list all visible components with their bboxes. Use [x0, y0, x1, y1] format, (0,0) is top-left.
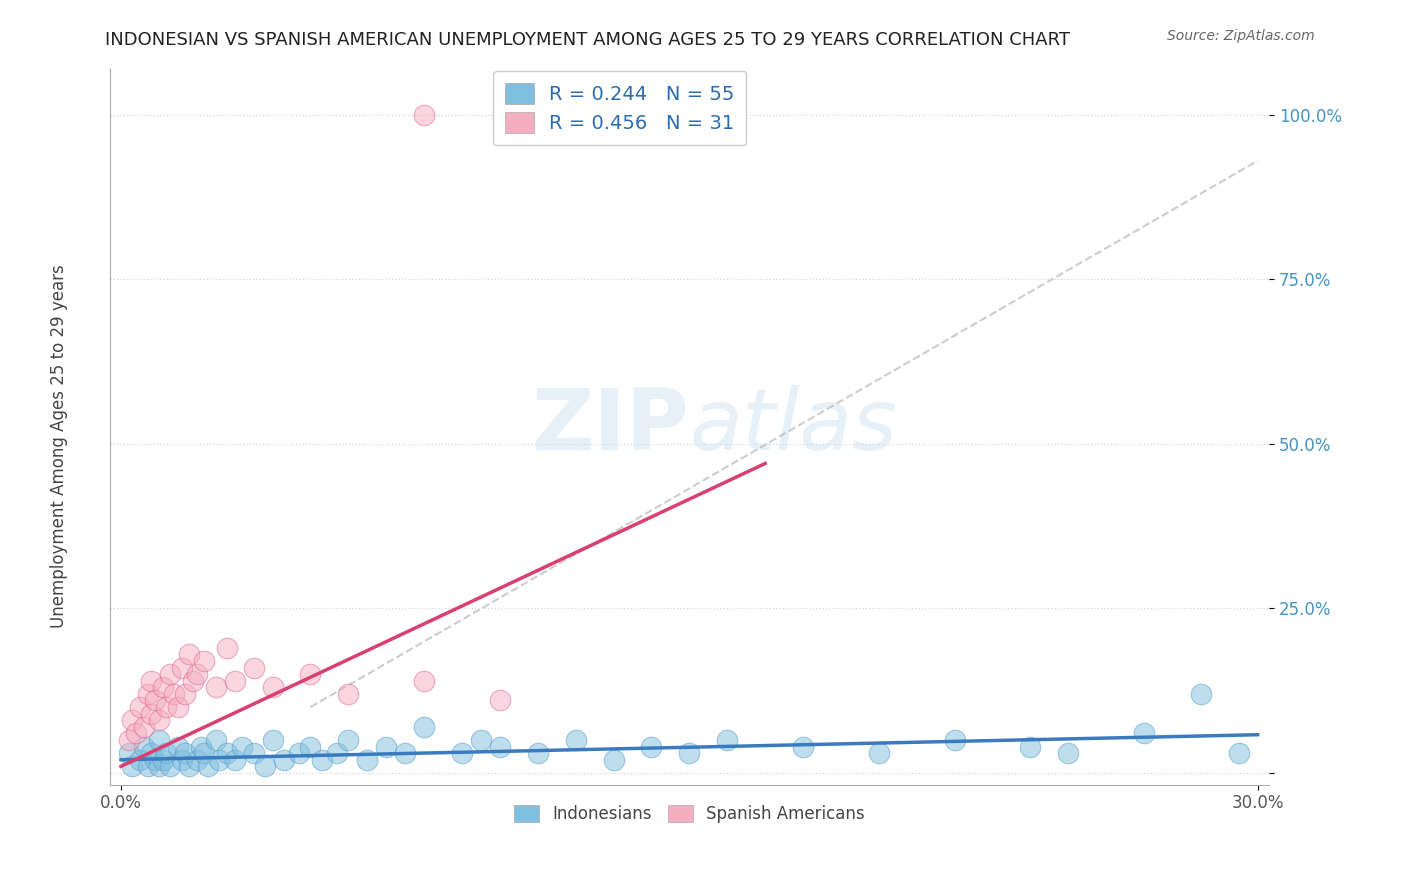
- Point: [678, 746, 700, 760]
- Point: [1057, 746, 1080, 760]
- Point: [166, 700, 188, 714]
- Legend: Indonesians, Spanish Americans: Indonesians, Spanish Americans: [508, 798, 872, 830]
- Point: [253, 759, 276, 773]
- Point: [1227, 746, 1250, 760]
- Text: Source: ZipAtlas.com: Source: ZipAtlas.com: [1167, 29, 1315, 43]
- Point: [179, 648, 201, 662]
- Point: [273, 753, 295, 767]
- Point: [716, 733, 738, 747]
- Point: [170, 753, 193, 767]
- Text: atlas: atlas: [689, 385, 897, 468]
- Point: [136, 759, 159, 773]
- Point: [217, 746, 239, 760]
- Point: [155, 746, 177, 760]
- Point: [224, 753, 246, 767]
- Point: [125, 726, 148, 740]
- Point: [132, 720, 155, 734]
- Point: [129, 700, 152, 714]
- Point: [1019, 739, 1042, 754]
- Point: [136, 687, 159, 701]
- Point: [208, 753, 231, 767]
- Point: [299, 667, 322, 681]
- Text: Unemployment Among Ages 25 to 29 years: Unemployment Among Ages 25 to 29 years: [51, 264, 67, 628]
- Point: [1133, 726, 1156, 740]
- Point: [288, 746, 311, 760]
- Point: [141, 673, 163, 688]
- Point: [193, 654, 215, 668]
- Point: [217, 640, 239, 655]
- Point: [451, 746, 474, 760]
- Point: [470, 733, 492, 747]
- Point: [117, 733, 139, 747]
- Point: [193, 746, 215, 760]
- Point: [204, 733, 226, 747]
- Point: [163, 687, 186, 701]
- Point: [242, 746, 264, 760]
- Point: [337, 733, 360, 747]
- Point: [242, 660, 264, 674]
- Point: [413, 673, 436, 688]
- Point: [148, 759, 170, 773]
- Point: [1189, 687, 1212, 701]
- Point: [394, 746, 416, 760]
- Point: [792, 739, 814, 754]
- Text: ZIP: ZIP: [531, 385, 689, 468]
- Point: [121, 759, 143, 773]
- Point: [489, 739, 512, 754]
- Point: [141, 746, 163, 760]
- Point: [311, 753, 333, 767]
- Point: [152, 753, 174, 767]
- Point: [375, 739, 398, 754]
- Point: [356, 753, 378, 767]
- Point: [186, 753, 208, 767]
- Point: [143, 753, 166, 767]
- Point: [197, 759, 219, 773]
- Point: [159, 667, 181, 681]
- Point: [262, 681, 284, 695]
- Point: [132, 739, 155, 754]
- Point: [337, 687, 360, 701]
- Point: [489, 693, 512, 707]
- Point: [121, 713, 143, 727]
- Point: [186, 667, 208, 681]
- Point: [166, 739, 188, 754]
- Point: [174, 746, 197, 760]
- Point: [129, 753, 152, 767]
- Text: INDONESIAN VS SPANISH AMERICAN UNEMPLOYMENT AMONG AGES 25 TO 29 YEARS CORRELATIO: INDONESIAN VS SPANISH AMERICAN UNEMPLOYM…: [105, 31, 1070, 49]
- Point: [190, 739, 212, 754]
- Point: [174, 687, 197, 701]
- Point: [224, 673, 246, 688]
- Point: [602, 753, 624, 767]
- Point: [326, 746, 349, 760]
- Point: [640, 739, 662, 754]
- Point: [181, 673, 204, 688]
- Point: [204, 681, 226, 695]
- Point: [143, 693, 166, 707]
- Point: [159, 759, 181, 773]
- Point: [170, 660, 193, 674]
- Point: [179, 759, 201, 773]
- Point: [152, 681, 174, 695]
- Point: [564, 733, 586, 747]
- Point: [868, 746, 890, 760]
- Point: [141, 706, 163, 721]
- Point: [413, 107, 436, 121]
- Point: [299, 739, 322, 754]
- Point: [148, 713, 170, 727]
- Point: [155, 700, 177, 714]
- Point: [526, 746, 548, 760]
- Point: [413, 720, 436, 734]
- Point: [231, 739, 253, 754]
- Point: [943, 733, 966, 747]
- Point: [148, 733, 170, 747]
- Point: [117, 746, 139, 760]
- Point: [262, 733, 284, 747]
